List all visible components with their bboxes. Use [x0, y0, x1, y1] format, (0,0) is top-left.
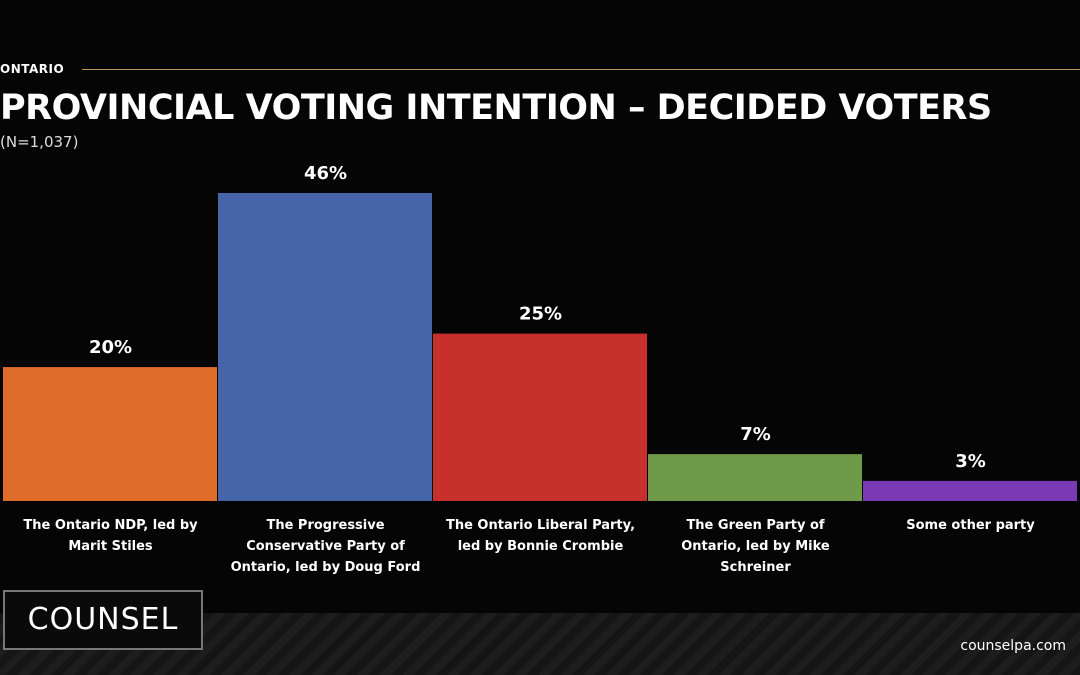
website: counselpa.com: [960, 638, 1066, 654]
x-tick-label: The Ontario Liberal Party, led by Bonnie…: [445, 518, 636, 554]
x-tick-label: The Green Party of Ontario, led by Mike …: [681, 518, 830, 575]
bar: [433, 333, 647, 501]
bar: [3, 367, 217, 501]
logo: COUNSEL: [3, 590, 203, 650]
value-label: 7%: [740, 424, 771, 445]
bar: [648, 454, 862, 501]
value-label: 46%: [304, 163, 347, 184]
value-label: 20%: [89, 337, 132, 358]
chart-title: PROVINCIAL VOTING INTENTION – DECIDED VO…: [0, 88, 992, 128]
value-label: 25%: [519, 304, 562, 325]
chart: 20% 46% 25% 7% 3%: [3, 163, 1077, 501]
section-label: ONTARIO: [0, 62, 65, 76]
bar: [863, 480, 1077, 501]
value-label: 3%: [955, 451, 986, 472]
bar: [218, 193, 432, 501]
x-tick-label: The Ontario NDP, led by Marit Stiles: [23, 518, 198, 554]
divider: [82, 69, 1080, 70]
chart-subtitle: (N=1,037): [0, 133, 79, 151]
x-tick-label: Some other party: [906, 518, 1035, 533]
x-tick-label: The Progressive Conservative Party of On…: [230, 518, 421, 575]
